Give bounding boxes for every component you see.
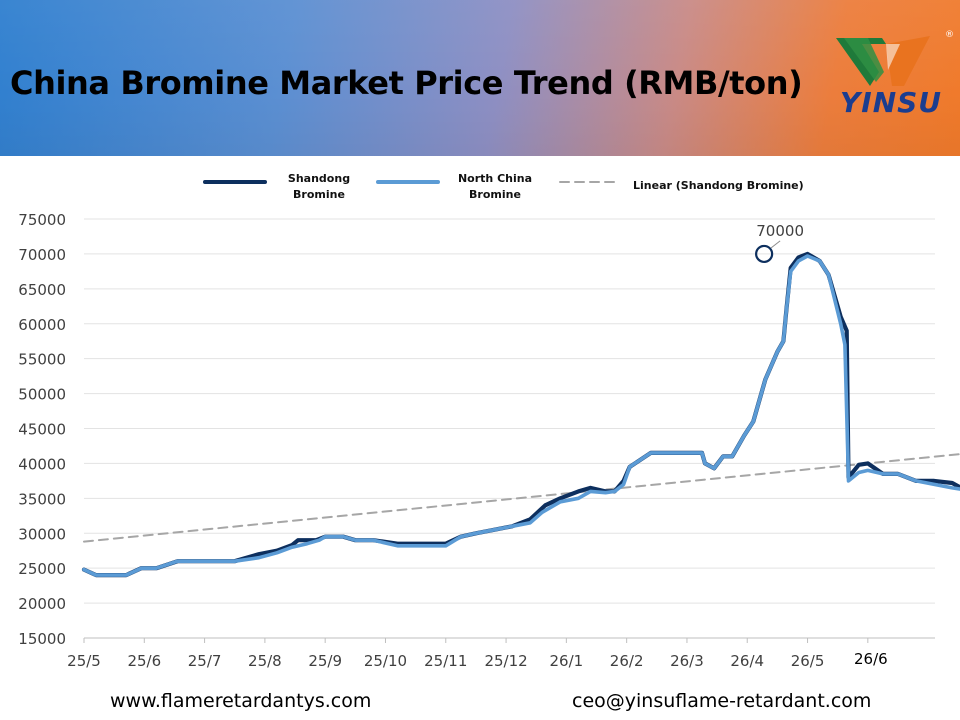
chart-area: 15000 20000 25000 30000 35000 40000 45000 50000… xyxy=(0,156,960,676)
header-banner xyxy=(0,0,960,156)
page-title: China Bromine Market Price Trend (RMB/to… xyxy=(10,64,803,102)
x-tick-label: 25/11 xyxy=(424,652,467,670)
annotation-leader xyxy=(770,240,781,249)
x-tick-label: 26/6 xyxy=(854,650,888,668)
y-tick-label: 75000 xyxy=(18,211,66,229)
price-trend-chart: 15000 20000 25000 30000 35000 40000 45000 50000… xyxy=(18,180,960,670)
y-tick-label: 15000 xyxy=(18,630,66,648)
x-tick-label: 25/12 xyxy=(484,652,527,670)
legend-text-linear: Linear (Shandong Bromine) xyxy=(633,179,804,192)
series-line xyxy=(82,254,960,577)
y-tick-label: 25000 xyxy=(18,560,66,578)
legend-text-north-china: North China Bromine xyxy=(457,172,533,201)
y-tick-label: 50000 xyxy=(18,386,66,404)
series-line xyxy=(81,251,960,578)
legend-label-shandong: Shandong Bromine xyxy=(279,171,359,203)
annotation-label: 70000 xyxy=(756,222,804,240)
logo-text: YINSU xyxy=(840,86,943,119)
legend-label-linear: Linear (Shandong Bromine) xyxy=(633,178,833,194)
x-tick-label: 26/3 xyxy=(670,652,704,670)
y-tick-label: 35000 xyxy=(18,490,66,508)
footer-website[interactable]: www.flameretardantys.com xyxy=(110,690,372,712)
registered-mark: ® xyxy=(945,30,954,40)
y-tick-label: 20000 xyxy=(18,595,66,613)
y-tick-label: 40000 xyxy=(18,455,66,473)
y-tick-label: 45000 xyxy=(18,421,66,439)
footer-email[interactable]: ceo@yinsuflame-retardant.com xyxy=(572,690,872,712)
x-tick-label: 25/6 xyxy=(127,652,161,670)
x-tick-label: 26/4 xyxy=(730,652,764,670)
x-tick-label: 25/8 xyxy=(248,652,282,670)
x-tick-label: 26/2 xyxy=(610,652,644,670)
legend-label-north-china: North China Bromine xyxy=(450,171,540,203)
yinsu-logo-icon xyxy=(836,36,930,86)
y-tick-label: 65000 xyxy=(18,281,66,299)
x-tick-label: 25/10 xyxy=(364,652,407,670)
y-tick-label: 60000 xyxy=(18,316,66,334)
peak-marker xyxy=(755,244,774,264)
y-tick-label: 30000 xyxy=(18,525,66,543)
y-tick-label: 55000 xyxy=(18,351,66,369)
x-tick-label: 26/5 xyxy=(791,652,825,670)
y-tick-label: 70000 xyxy=(18,246,66,264)
legend-text-shandong: Shandong Bromine xyxy=(287,172,351,201)
x-tick-label: 25/5 xyxy=(67,652,101,670)
x-tick-label: 25/7 xyxy=(188,652,222,670)
x-tick-label: 26/1 xyxy=(550,652,584,670)
x-tick-label: 25/9 xyxy=(308,652,342,670)
